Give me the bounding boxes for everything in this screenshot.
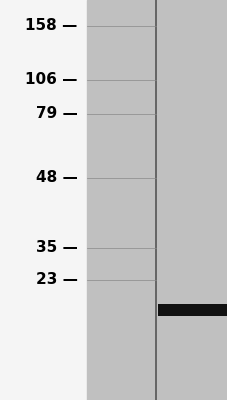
Text: 158 —: 158 — [25, 18, 77, 34]
Text: 23 —: 23 — [35, 272, 77, 288]
Text: 48 —: 48 — [35, 170, 77, 186]
Bar [158, 304, 226, 316]
Text: 35 —: 35 — [35, 240, 77, 256]
Bar [86, 0, 155, 400]
Text: 106 —: 106 — [25, 72, 77, 88]
Text: 79 —: 79 — [35, 106, 77, 122]
Bar [155, 0, 227, 400]
